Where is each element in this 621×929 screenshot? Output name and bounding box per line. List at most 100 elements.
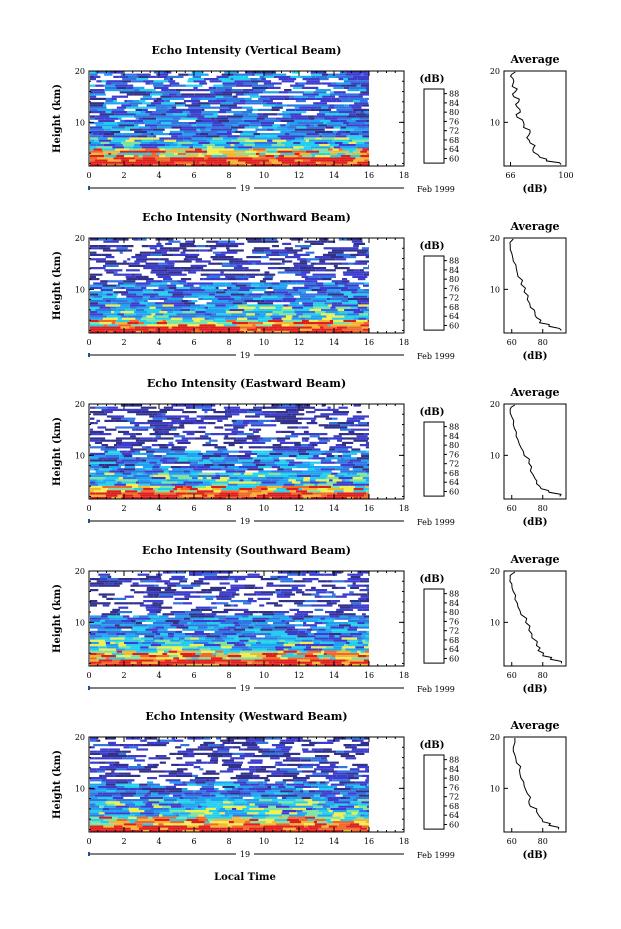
heatmap-cell (307, 289, 312, 292)
heatmap-cell (94, 117, 105, 120)
heatmap-cell (150, 253, 162, 256)
heatmap-cell (284, 269, 300, 272)
heatmap-cell (281, 161, 295, 164)
heatmap-cell (356, 661, 362, 664)
heatmap-cell (121, 490, 125, 493)
heatmap-cell (352, 75, 357, 78)
heatmap-cell (278, 829, 287, 832)
heatmap-cell (249, 422, 264, 425)
heatmap-cell (130, 661, 137, 664)
heatmap-cell (142, 485, 151, 488)
heatmap-cell (146, 319, 160, 322)
heatmap-cell (347, 639, 358, 642)
heatmap-cell (111, 152, 118, 155)
heatmap-cell (257, 452, 270, 455)
heatmap-cell (213, 319, 226, 322)
heatmap-cell (338, 282, 348, 285)
heatmap-cell (362, 477, 369, 480)
heatmap-cell (90, 801, 106, 804)
heatmap-cell (115, 446, 120, 449)
heatmap-cell (344, 663, 349, 666)
heatmap-cell (319, 117, 325, 120)
heatmap-cell (337, 117, 352, 120)
heatmap-cell (303, 304, 314, 307)
heatmap-cell (239, 446, 243, 449)
heatmap-cell (134, 470, 145, 473)
heatmap-cell (229, 474, 244, 477)
heatmap-cell (303, 657, 320, 660)
average-frame (503, 403, 567, 500)
heatmap-cell (251, 139, 268, 142)
heatmap-cell (226, 282, 232, 285)
heatmap-cell (253, 108, 258, 111)
heatmap-cell (282, 311, 295, 314)
heatmap-cell (223, 608, 234, 611)
heatmap-cell (151, 630, 158, 633)
heatmap-cell (341, 648, 346, 651)
heatmap-cell (363, 73, 369, 76)
heatmap-cell (354, 485, 365, 488)
heatmap-cell (350, 130, 362, 133)
heatmap-cell (245, 73, 252, 76)
heatmap-cell (299, 406, 316, 409)
heatmap-cell (99, 823, 114, 826)
heatmap-cell (269, 661, 272, 664)
heatmap-cell (164, 626, 177, 629)
heatmap-cell (290, 600, 305, 603)
heatmap-cell (298, 488, 303, 491)
heatmap-cell (357, 278, 366, 281)
heatmap-cell (251, 73, 255, 76)
heatmap-cell (104, 128, 112, 131)
heatmap-cell (132, 297, 143, 300)
heatmap-cell (272, 652, 278, 655)
heatmap-cell (253, 406, 257, 409)
heatmap-cell (341, 661, 350, 664)
heatmap-cell (141, 641, 152, 644)
heatmap-cell (214, 317, 225, 320)
heatmap-cell (305, 630, 312, 633)
heatmap-cell (257, 328, 261, 331)
heatmap-cell (280, 163, 292, 166)
heatmap-cell (90, 446, 106, 449)
heatmap-cell (167, 586, 172, 589)
heatmap-cell (292, 448, 298, 451)
heatmap-cell (90, 411, 105, 414)
heatmap-cell (138, 155, 143, 158)
heatmap-cell (158, 615, 169, 618)
heatmap-cell (317, 626, 331, 629)
heatmap-cell (331, 115, 347, 118)
heatmap-cell (233, 604, 238, 607)
heatmap-cell (90, 490, 94, 493)
heatmap-cell (165, 242, 172, 245)
x-tick-label: 6 (191, 338, 196, 347)
heatmap-cell (135, 275, 144, 278)
heatmap-cell (270, 419, 277, 422)
heatmap-cell (312, 457, 325, 460)
heatmap-cell (144, 639, 155, 642)
heatmap-cell (360, 155, 369, 158)
heatmap-cell (93, 282, 108, 285)
heatmap-cell (90, 108, 98, 111)
heatmap-cell (319, 260, 326, 263)
heatmap-cell (161, 89, 169, 92)
heatmap-cell (194, 115, 205, 118)
heatmap-cell (230, 586, 245, 589)
heatmap-cell (137, 278, 154, 281)
heatmap-cell (165, 113, 173, 116)
heatmap-cell (298, 315, 311, 318)
heatmap-cell (308, 319, 319, 322)
heatmap-cell (207, 150, 220, 153)
heatmap-cell (226, 461, 242, 464)
heatmap-cell (286, 282, 297, 285)
heatmap-cell (216, 652, 225, 655)
heatmap-cell (217, 119, 230, 122)
heatmap-cell (315, 816, 333, 819)
heatmap-cell (330, 617, 336, 620)
heatmap-cell (150, 133, 154, 136)
heatmap-cell (249, 803, 255, 806)
heatmap-cell (348, 619, 362, 622)
heatmap-cell (285, 459, 295, 462)
heatmap-cell (118, 117, 122, 120)
heatmap-cell (301, 639, 313, 642)
heatmap-cell (103, 104, 107, 107)
